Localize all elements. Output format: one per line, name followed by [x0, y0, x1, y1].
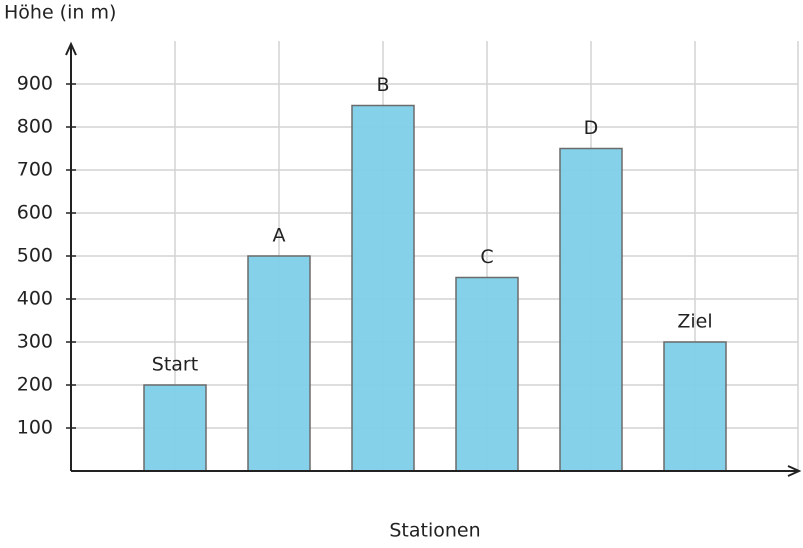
x-axis-arrow: [787, 465, 802, 477]
bar: [351, 104, 415, 472]
bar: [559, 147, 623, 472]
y-axis-arrow: [65, 41, 77, 56]
bar-category-label: A: [273, 225, 286, 247]
bar-category-label: D: [584, 117, 599, 139]
y-tick-label: 900: [17, 73, 53, 95]
y-axis-label: Höhe (in m): [4, 2, 116, 24]
y-tick-label: 400: [17, 288, 53, 310]
bar: [663, 341, 727, 472]
y-tick-label: 100: [17, 417, 53, 439]
y-tick-label: 800: [17, 116, 53, 138]
bar-category-label: C: [480, 246, 493, 268]
y-tick-label: 200: [17, 374, 53, 396]
bar-category-label: Ziel: [677, 311, 712, 333]
bar: [455, 276, 519, 472]
y-tick-label: 500: [17, 245, 53, 267]
bar: [143, 384, 207, 472]
x-axis-label: Stationen: [389, 520, 480, 542]
bar-category-label: Start: [152, 354, 198, 376]
y-tick-label: 600: [17, 202, 53, 224]
y-tick-label: 300: [17, 331, 53, 353]
y-tick-label: 700: [17, 159, 53, 181]
bar: [247, 255, 311, 472]
bar-category-label: B: [376, 74, 389, 96]
